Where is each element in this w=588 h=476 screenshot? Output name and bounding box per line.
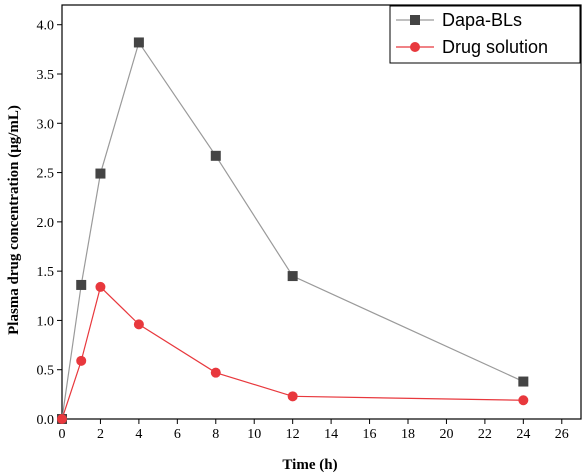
- legend-box: [389, 5, 581, 64]
- x-tick-label: 22: [478, 427, 492, 442]
- legend-marker-dapa-bls: [410, 15, 420, 25]
- x-tick-label: 6: [174, 427, 181, 442]
- y-tick-label: 3.5: [37, 68, 55, 83]
- data-point-dapa-bls: [287, 271, 298, 282]
- legend-marker-drug-solution: [410, 42, 420, 52]
- series-line-dapa-bls: [61, 41, 524, 420]
- data-point-dapa-bls: [133, 37, 144, 48]
- data-point-drug-solution: [518, 395, 529, 406]
- y-tick-label: 1.0: [37, 314, 55, 329]
- y-tick-label: 2.0: [37, 216, 55, 231]
- y-axis-title: Plasma drug concentration (μg/mL): [6, 105, 22, 335]
- plot-frame: [61, 4, 582, 420]
- x-tick-label: 8: [212, 427, 219, 442]
- data-point-dapa-bls: [518, 376, 529, 387]
- x-tick-label: 16: [363, 427, 377, 442]
- x-tick-label: 20: [439, 427, 453, 442]
- axis-ticks: 0 2 4 6 8 10 12 14 16 18 20 22 24 260.00.51.01.52.02.…: [37, 19, 569, 442]
- data-point-dapa-bls: [210, 150, 221, 161]
- data-point-dapa-bls: [76, 279, 87, 290]
- x-tick-label: 18: [401, 427, 415, 442]
- data-point-drug-solution: [57, 414, 67, 424]
- y-tick-label: 3.0: [37, 117, 55, 132]
- x-tick-label: 0: [59, 427, 66, 442]
- data-point-dapa-bls: [95, 168, 106, 179]
- data-point-drug-solution: [133, 319, 144, 330]
- data-point-drug-solution: [76, 355, 87, 366]
- y-tick-label: 0.5: [37, 364, 55, 379]
- legend-label-drug-solution: Drug solution: [442, 37, 548, 57]
- x-tick-label: 14: [324, 427, 338, 442]
- y-tick-label: 2.5: [37, 167, 55, 182]
- x-tick-label: 2: [97, 427, 104, 442]
- x-tick-label: 10: [247, 427, 261, 442]
- x-tick-label: 24: [516, 427, 530, 442]
- legend-label-dapa-bls: Dapa-BLs: [442, 10, 522, 30]
- x-tick-label: 4: [135, 427, 142, 442]
- series-lines: [61, 41, 524, 420]
- y-tick-label: 4.0: [37, 19, 55, 34]
- y-tick-label: 0.0: [37, 413, 55, 428]
- x-tick-label: 26: [555, 427, 569, 442]
- x-tick-label: 12: [286, 427, 300, 442]
- data-point-drug-solution: [210, 367, 221, 378]
- data-point-drug-solution: [95, 281, 106, 292]
- series-markers: [57, 37, 529, 424]
- x-axis-title: Time (h): [282, 457, 337, 473]
- data-point-drug-solution: [287, 391, 298, 402]
- legend: Dapa-BLs Drug solution: [389, 5, 581, 64]
- y-tick-label: 1.5: [37, 265, 55, 280]
